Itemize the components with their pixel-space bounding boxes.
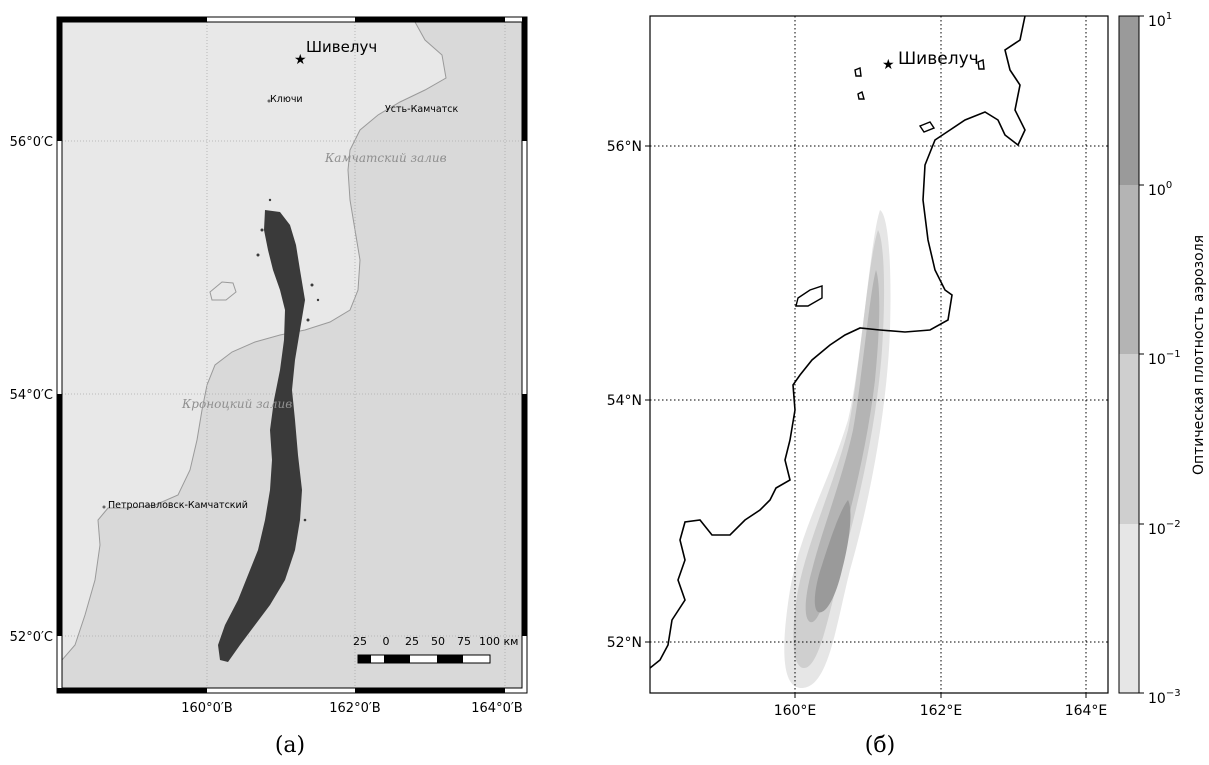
panel-b: ★ Шивелуч 56°N 54°N 52°N 160°E 162°E 164…: [607, 11, 1207, 758]
colorbar-tick-label: 10−2: [1148, 519, 1181, 538]
lon-label-b: 164°E: [1065, 703, 1108, 719]
panel-a: ★ Шивелуч Ключи Усть-Камчатск Камчатский…: [10, 16, 528, 758]
colorbar-tick-label: 101: [1148, 11, 1172, 30]
lon-label-a: 160°0′В: [181, 701, 232, 716]
frame-a-inner: [61, 21, 523, 689]
lat-label-a: 54°0′С: [10, 388, 53, 403]
town-label-petropavlovsk: Петропавловск-Камчатский: [108, 500, 248, 511]
colorbar-title: Оптическая плотность аэрозоля: [1191, 235, 1207, 475]
town-label-ust-kamchatsk: Усть-Камчатск: [385, 104, 458, 115]
colorbar-tick-label: 10−1: [1148, 349, 1181, 368]
volcano-label-b: Шивелуч: [898, 49, 979, 69]
volcano-marker-b: ★: [882, 57, 895, 73]
coastline-b: [650, 16, 1026, 669]
lon-label-b: 160°E: [774, 703, 817, 719]
caption-b: (б): [865, 733, 895, 758]
frame-a-segments: [57, 17, 527, 693]
volcano-label-a: Шивелуч: [306, 38, 377, 56]
lat-label-a: 52°0′С: [10, 630, 53, 645]
lat-label-b: 52°N: [607, 635, 642, 651]
island-b-3: [854, 67, 862, 77]
lat-label-b: 54°N: [607, 393, 642, 409]
lon-label-a: 162°0′В: [329, 701, 380, 716]
frame-a: [56, 16, 528, 694]
contour-level-3: [805, 270, 880, 623]
scale-tick-label: 100 км: [479, 635, 518, 648]
island-b-2: [918, 121, 936, 133]
grid-b: [650, 16, 1108, 693]
aerosol-contours: [784, 210, 891, 689]
caption-a: (a): [275, 733, 305, 758]
grid-a: [62, 22, 522, 688]
lat-label-a: 56°0′С: [10, 135, 53, 150]
island-b-4: [857, 90, 865, 100]
scale-tick-label: 25: [405, 635, 419, 648]
island-b-5: [977, 59, 985, 70]
lon-label-a: 164°0′В: [471, 701, 522, 716]
scale-tick-label: 0: [383, 635, 390, 648]
colorbar-tick-label: 100: [1148, 180, 1172, 199]
island-b-1: [795, 285, 823, 307]
colorbar-band: [1119, 354, 1139, 524]
bay-label-kamchatsky: Камчатский залив: [324, 151, 447, 165]
bay-label-kronotsky: Кроноцкий залив: [181, 397, 292, 411]
colorbar: 101 100 10−1 10−2 10−3 Оптическая плотно…: [1118, 11, 1207, 707]
scale-tick-label: 25: [353, 635, 367, 648]
town-marker-petropavlovsk: [102, 505, 106, 509]
island-a: [209, 281, 237, 301]
colorbar-band: [1119, 524, 1139, 693]
frame-b: [649, 15, 1109, 694]
scale-tick-label: 50: [431, 635, 445, 648]
contour-level-4: [814, 500, 851, 613]
colorbar-band: [1119, 185, 1139, 354]
volcano-marker-a: ★: [294, 52, 307, 68]
ticks-b: [645, 145, 1087, 698]
town-marker-klyuchi: [267, 99, 271, 103]
scale-bar: 25 0 25 50 75 100 км: [353, 635, 518, 664]
scale-tick-label: 75: [457, 635, 471, 648]
colorbar-tick-label: 10−3: [1148, 688, 1181, 707]
colorbar-band: [1119, 16, 1139, 185]
ash-plume-a: [218, 198, 320, 662]
town-label-klyuchi: Ключи: [270, 94, 303, 105]
kamchatka-land-a: [62, 22, 447, 661]
lon-label-b: 162°E: [920, 703, 963, 719]
lat-label-b: 56°N: [607, 139, 642, 155]
